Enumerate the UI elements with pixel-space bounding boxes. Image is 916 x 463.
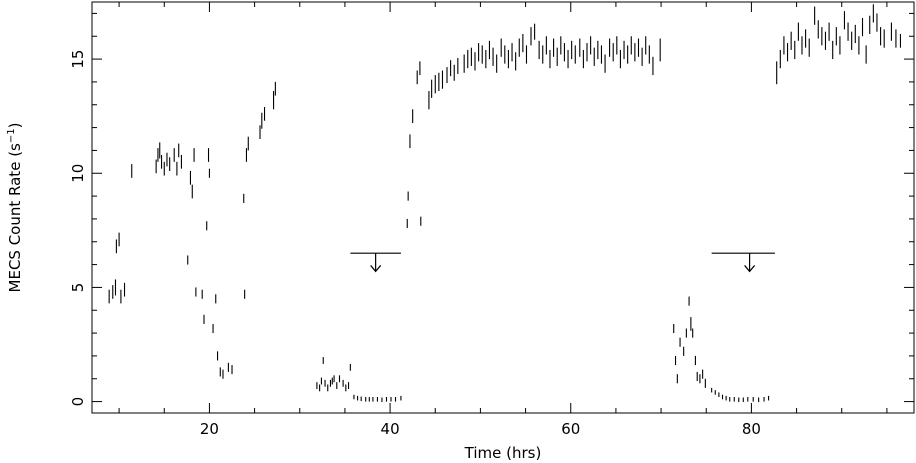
axis-ticks: [92, 2, 914, 413]
tick-labels: 20 40 60 80 0 5 10 15: [69, 50, 761, 438]
y-tick-label: 5: [69, 283, 87, 293]
x-axis-label: Time (hrs): [464, 444, 542, 462]
upper-limit-marker: [350, 252, 401, 273]
x-tick-label: 40: [381, 420, 400, 438]
upper-limit-marker: [711, 252, 775, 273]
arrow-down-icon: [370, 265, 382, 273]
arrow-down-icon: [744, 265, 756, 273]
y-axis-label: MECS Count Rate (s−1): [6, 123, 24, 293]
y-axis-label-sup: −1: [6, 128, 17, 143]
y-tick-label: 0: [69, 397, 87, 407]
y-tick-label: 15: [69, 50, 87, 69]
data-points: [108, 4, 902, 403]
x-tick-label: 20: [200, 420, 219, 438]
x-tick-label: 60: [561, 420, 580, 438]
upper-limits: [350, 252, 775, 273]
y-tick-label: 10: [69, 164, 87, 183]
plot-frame: [91, 1, 915, 414]
y-axis-label-main: MECS Count Rate (s: [6, 143, 24, 293]
y-axis-label-close: ): [6, 123, 24, 129]
x-tick-label: 80: [742, 420, 761, 438]
